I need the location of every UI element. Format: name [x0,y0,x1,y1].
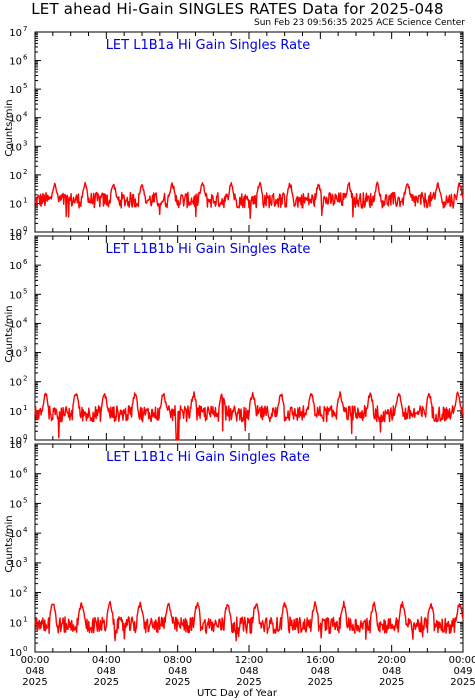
y-tick-label: 10 [9,261,22,272]
data-series-line [34,391,464,441]
y-tick-label: 10 [9,290,22,301]
y-tick-label: 10 [9,648,22,659]
y-tick-label-exponent: 4 [23,111,28,119]
x-tick-label-time: 12:00 [235,655,264,666]
y-tick-label-exponent: 5 [23,496,27,504]
x-tick-label-time: 08:00 [163,655,192,666]
x-tick-label-year: 2025 [94,677,119,688]
x-tick-label-doy: 048 [311,666,330,677]
y-tick-label-exponent: 1 [23,404,27,412]
y-tick-label: 10 [9,349,22,360]
y-tick-label: 10 [9,378,22,389]
y-tick-label-exponent: 2 [23,586,27,594]
y-tick-label: 10 [9,199,22,210]
y-tick-label: 10 [9,589,22,600]
y-tick-label: 10 [9,142,22,153]
x-tick-label-time: 16:00 [306,655,335,666]
x-tick-label-year: 2025 [379,677,404,688]
x-tick-label-doy: 048 [25,666,44,677]
y-tick-label-exponent: 1 [23,196,27,204]
panel-title: LET L1B1a Hi Gain Singles Rate [106,38,311,53]
x-tick-label-doy: 048 [382,666,401,677]
y-axis-label: Counts/min [4,99,15,156]
x-tick-label-year: 2025 [165,677,190,688]
timestamp-label: Sun Feb 23 09:56:35 2025 ACE Science Cen… [253,18,465,28]
x-tick-label-year: 2025 [22,677,47,688]
y-tick-label: 10 [9,171,22,182]
x-tick-label-doy: 049 [453,666,472,677]
y-tick-label: 10 [9,499,22,510]
chart-main-title: LET ahead Hi-Gain SINGLES RATES Data for… [31,0,444,18]
y-tick-label-exponent: 7 [23,437,27,445]
y-tick-label: 10 [9,228,22,239]
y-tick-label-exponent: 3 [23,139,27,147]
y-tick-label-exponent: 4 [23,526,28,534]
data-series-line [34,181,464,220]
y-tick-label-exponent: 1 [23,615,27,623]
x-axis-label: UTC Day of Year [197,688,278,699]
y-tick-label-exponent: 5 [23,82,27,90]
y-tick-label: 10 [9,529,22,540]
x-tick-label-year: 2025 [450,677,475,688]
y-tick-label: 10 [9,28,22,39]
y-tick-label-exponent: 2 [23,168,27,176]
y-tick-label: 10 [9,319,22,330]
x-tick-label-doy: 048 [168,666,187,677]
y-tick-label: 10 [9,618,22,629]
y-tick-label-exponent: 6 [23,258,28,266]
x-tick-label-time: 00:00 [21,655,50,666]
y-axis-label: Counts/min [4,305,15,362]
y-tick-label-exponent: 3 [23,346,27,354]
y-tick-label-exponent: 6 [23,54,28,62]
y-tick-label: 10 [9,114,22,125]
y-tick-label-exponent: 0 [23,433,27,441]
y-tick-label-exponent: 7 [23,25,27,33]
y-tick-label-exponent: 0 [23,225,27,233]
y-tick-label: 10 [9,470,22,481]
y-tick-label: 10 [9,436,22,447]
y-tick-label-exponent: 2 [23,375,27,383]
y-tick-label: 10 [9,440,22,451]
panel-title: LET L1B1b Hi Gain Singles Rate [106,242,311,257]
x-tick-label-year: 2025 [308,677,333,688]
x-tick-label-time: 04:00 [92,655,121,666]
x-tick-label-time: 20:00 [377,655,406,666]
panel-title: LET L1B1c Hi Gain Singles Rate [106,450,310,465]
x-tick-label-doy: 048 [239,666,258,677]
y-tick-label: 10 [9,232,22,243]
y-axis-label: Counts/min [4,515,15,572]
y-tick-label-exponent: 4 [23,316,28,324]
x-tick-label-doy: 048 [97,666,116,677]
y-tick-label: 10 [9,407,22,418]
data-series-line [34,600,464,642]
y-tick-label-exponent: 7 [23,229,27,237]
y-tick-label: 10 [9,559,22,570]
y-tick-label-exponent: 5 [23,287,27,295]
y-tick-label-exponent: 6 [23,467,28,475]
x-tick-label-year: 2025 [236,677,261,688]
y-tick-label-exponent: 0 [23,645,27,653]
y-tick-label: 10 [9,57,22,68]
y-tick-label: 10 [9,85,22,96]
x-tick-label-time: 00:00 [449,655,475,666]
y-tick-label-exponent: 3 [23,556,27,564]
